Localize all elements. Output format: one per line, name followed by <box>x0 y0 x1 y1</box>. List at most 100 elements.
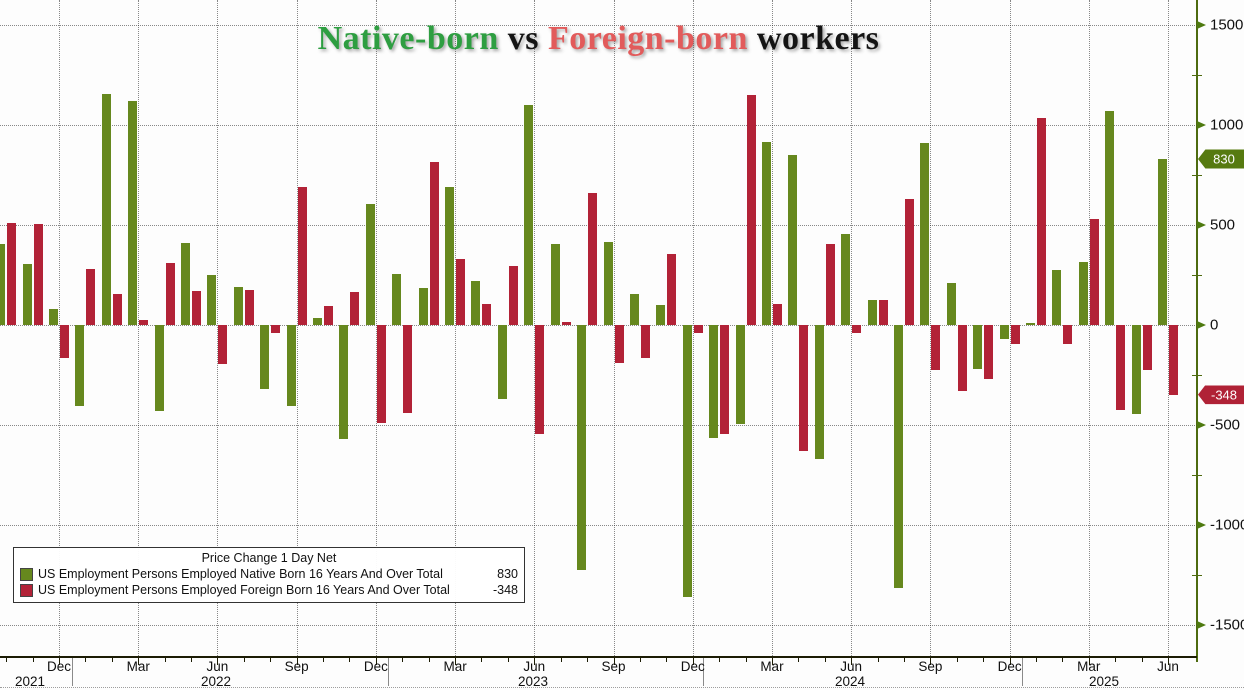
bar-native-2021-12 <box>49 309 58 325</box>
y-tick-arrow-icon <box>1197 421 1206 429</box>
bar-foreign-2023-08 <box>588 193 598 325</box>
x-tick-2022-04 <box>164 658 166 662</box>
bar-foreign-2024-11 <box>984 325 994 379</box>
x-tick-2024-03 <box>771 658 773 665</box>
x-tick-2023-01 <box>402 658 404 662</box>
bar-foreign-2025-02 <box>1063 325 1073 344</box>
x-tick-2025-03 <box>1088 658 1090 665</box>
gridline-v-2023-03 <box>455 0 457 656</box>
bar-native-2022-03 <box>128 101 138 325</box>
x-axis-label-2023-03: Mar <box>443 659 467 674</box>
gridline-v-2025-03 <box>1088 0 1090 656</box>
gridline-v-2022-12 <box>375 0 377 656</box>
x-tick-2023-04 <box>481 658 483 662</box>
year-label-2025: 2025 <box>1088 674 1120 689</box>
bar-native-2021-10 <box>0 244 6 325</box>
bar-foreign-2023-06 <box>535 325 545 434</box>
bar-foreign-2024-07 <box>878 300 888 325</box>
bar-foreign-2024-03 <box>772 304 782 325</box>
x-tick-2025-02 <box>1062 658 1064 662</box>
bar-native-2022-05 <box>181 243 191 325</box>
bar-foreign-2024-05 <box>825 244 835 325</box>
bar-native-2022-10 <box>313 318 323 325</box>
x-tick-2022-02 <box>111 658 113 662</box>
bar-native-2024-01 <box>709 325 719 438</box>
y-minor-tick <box>1192 575 1202 576</box>
year-separator <box>388 658 389 686</box>
x-tick-2023-08 <box>587 658 589 662</box>
gridline-v-2021-12 <box>59 0 60 656</box>
x-tick-2024-08 <box>903 658 905 662</box>
bar-foreign-2025-04 <box>1116 325 1126 410</box>
native-swatch-icon <box>20 567 33 581</box>
legend-item-foreign: US Employment Persons Employed Foreign B… <box>20 582 518 598</box>
bar-foreign-2024-04 <box>799 325 809 451</box>
y-tick-arrow-icon <box>1197 21 1206 29</box>
bar-native-2024-04 <box>788 155 798 325</box>
bar-native-2023-10 <box>629 294 639 325</box>
x-axis-label-2023-12: Dec <box>680 659 705 674</box>
gridline-v-2022-03 <box>138 0 140 656</box>
x-tick-2024-12 <box>1009 658 1011 665</box>
bar-native-2024-05 <box>814 325 824 459</box>
bar-native-2023-08 <box>577 325 587 570</box>
x-tick-2022-07 <box>243 658 245 662</box>
y-axis-label-1500: 1500 <box>1210 16 1244 34</box>
x-tick-2023-02 <box>428 658 430 662</box>
gridline-h-1000 <box>0 125 1197 126</box>
x-tick-2024-01 <box>719 658 721 662</box>
bar-foreign-2023-03 <box>456 259 466 325</box>
x-tick-2024-04 <box>798 658 800 662</box>
x-axis-label-2023-09: Sep <box>601 659 626 674</box>
x-tick-2022-05 <box>191 658 193 662</box>
gridline-v-2023-12 <box>692 0 694 656</box>
bar-native-2025-05 <box>1131 325 1141 414</box>
bar-native-2024-07 <box>867 300 877 325</box>
bar-native-2022-12 <box>365 204 375 325</box>
bar-foreign-2022-07 <box>244 290 254 325</box>
y-axis-line <box>1196 0 1198 662</box>
bar-foreign-2023-09 <box>614 325 624 363</box>
bar-native-2025-04 <box>1105 111 1115 325</box>
x-axis-label-2024-12: Dec <box>997 659 1022 674</box>
x-tick-2025-05 <box>1141 658 1143 662</box>
x-tick-2023-07 <box>560 658 562 662</box>
x-axis-label-2024-06: Jun <box>840 659 863 674</box>
bar-foreign-2023-01 <box>403 325 413 413</box>
y-tick-arrow-icon <box>1197 521 1206 529</box>
x-axis-line <box>0 656 1197 658</box>
x-tick-2022-01 <box>85 658 87 662</box>
bar-native-2025-01 <box>1025 323 1035 325</box>
gridline-v-2022-06 <box>217 0 219 656</box>
gridline-h-0 <box>0 325 1197 326</box>
gridline-v-2024-06 <box>851 0 853 656</box>
bar-foreign-2025-01 <box>1036 118 1046 325</box>
legend-label: US Employment Persons Employed Native Bo… <box>38 567 443 581</box>
bar-foreign-2024-09 <box>931 325 941 370</box>
gridline-v-2024-12 <box>1009 0 1011 656</box>
bar-foreign-2022-05 <box>192 291 202 325</box>
x-tick-2022-06 <box>217 658 219 665</box>
x-tick-2022-03 <box>138 658 140 665</box>
bar-foreign-2022-10 <box>324 306 334 325</box>
bar-foreign-2022-02 <box>112 294 122 325</box>
bar-native-2024-11 <box>973 325 983 369</box>
last-value-badge-foreign: -348 <box>1198 385 1244 405</box>
x-tick-2022-08 <box>270 658 272 662</box>
y-minor-tick <box>1192 175 1202 176</box>
gridline-h--1000 <box>0 525 1197 526</box>
chart-title: Native-born vs Foreign-born workers <box>0 20 1197 58</box>
x-tick-2023-09 <box>613 658 615 665</box>
x-tick-2023-06 <box>534 658 536 665</box>
year-label-2021: 2021 <box>14 674 46 689</box>
bar-native-2024-02 <box>735 325 745 424</box>
x-tick-2022-11 <box>349 658 351 662</box>
bar-foreign-2023-05 <box>508 266 518 325</box>
bar-native-2025-02 <box>1052 270 1062 325</box>
bar-foreign-2024-12 <box>1010 325 1020 344</box>
year-separator <box>72 658 73 686</box>
bar-foreign-2023-10 <box>640 325 650 358</box>
y-tick-arrow-icon <box>1197 321 1206 329</box>
y-minor-tick <box>1192 75 1202 76</box>
bar-foreign-2024-01 <box>720 325 730 434</box>
